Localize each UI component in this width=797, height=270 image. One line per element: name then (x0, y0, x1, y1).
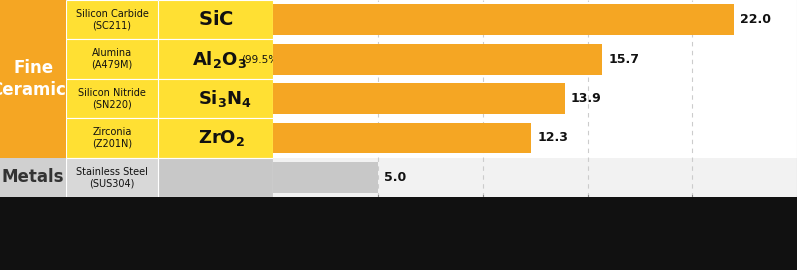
Bar (273, 0, 797, 39)
Text: Silicon Nitride
(SN220): Silicon Nitride (SN220) (78, 88, 146, 109)
Text: Fine
Ceramics: Fine Ceramics (0, 59, 76, 99)
Bar (273, 79, 797, 118)
Bar (273, 44, 603, 75)
Bar (66, 0, 158, 39)
Bar (0, 0, 66, 158)
Bar (66, 118, 158, 158)
Bar (273, 123, 531, 153)
Text: Silicon Carbide
(SC211): Silicon Carbide (SC211) (76, 9, 148, 31)
Text: 22.0: 22.0 (740, 13, 771, 26)
Bar (273, 162, 378, 193)
Text: Zirconia
(Z201N): Zirconia (Z201N) (92, 127, 132, 149)
Text: (99.5%): (99.5%) (241, 54, 282, 64)
Text: $\mathbf{SiC}$: $\mathbf{SiC}$ (198, 10, 234, 29)
Bar (158, 158, 273, 197)
Text: $\mathbf{Si_3N_4}$: $\mathbf{Si_3N_4}$ (198, 88, 253, 109)
Bar (273, 39, 797, 79)
Text: 15.7: 15.7 (608, 53, 639, 66)
Text: Metals: Metals (2, 168, 65, 186)
Bar (66, 158, 158, 197)
Text: Stainless Steel
(SUS304): Stainless Steel (SUS304) (76, 167, 148, 188)
Bar (273, 118, 797, 158)
Bar (66, 39, 158, 79)
Text: $\mathbf{Al_2O_3}$: $\mathbf{Al_2O_3}$ (193, 49, 247, 70)
Bar (273, 158, 797, 197)
Bar (158, 0, 273, 39)
Text: Alumina
(A479M): Alumina (A479M) (92, 48, 132, 70)
Text: 12.3: 12.3 (537, 131, 568, 144)
Bar (273, 4, 734, 35)
Text: 5.0: 5.0 (384, 171, 406, 184)
Text: $\mathbf{ZrO_2}$: $\mathbf{ZrO_2}$ (198, 128, 245, 148)
Bar (158, 118, 273, 158)
Bar (0, 158, 66, 197)
Bar (66, 79, 158, 118)
Bar (158, 39, 273, 79)
Bar (273, 83, 564, 114)
Text: 13.9: 13.9 (571, 92, 602, 105)
Bar (158, 79, 273, 118)
